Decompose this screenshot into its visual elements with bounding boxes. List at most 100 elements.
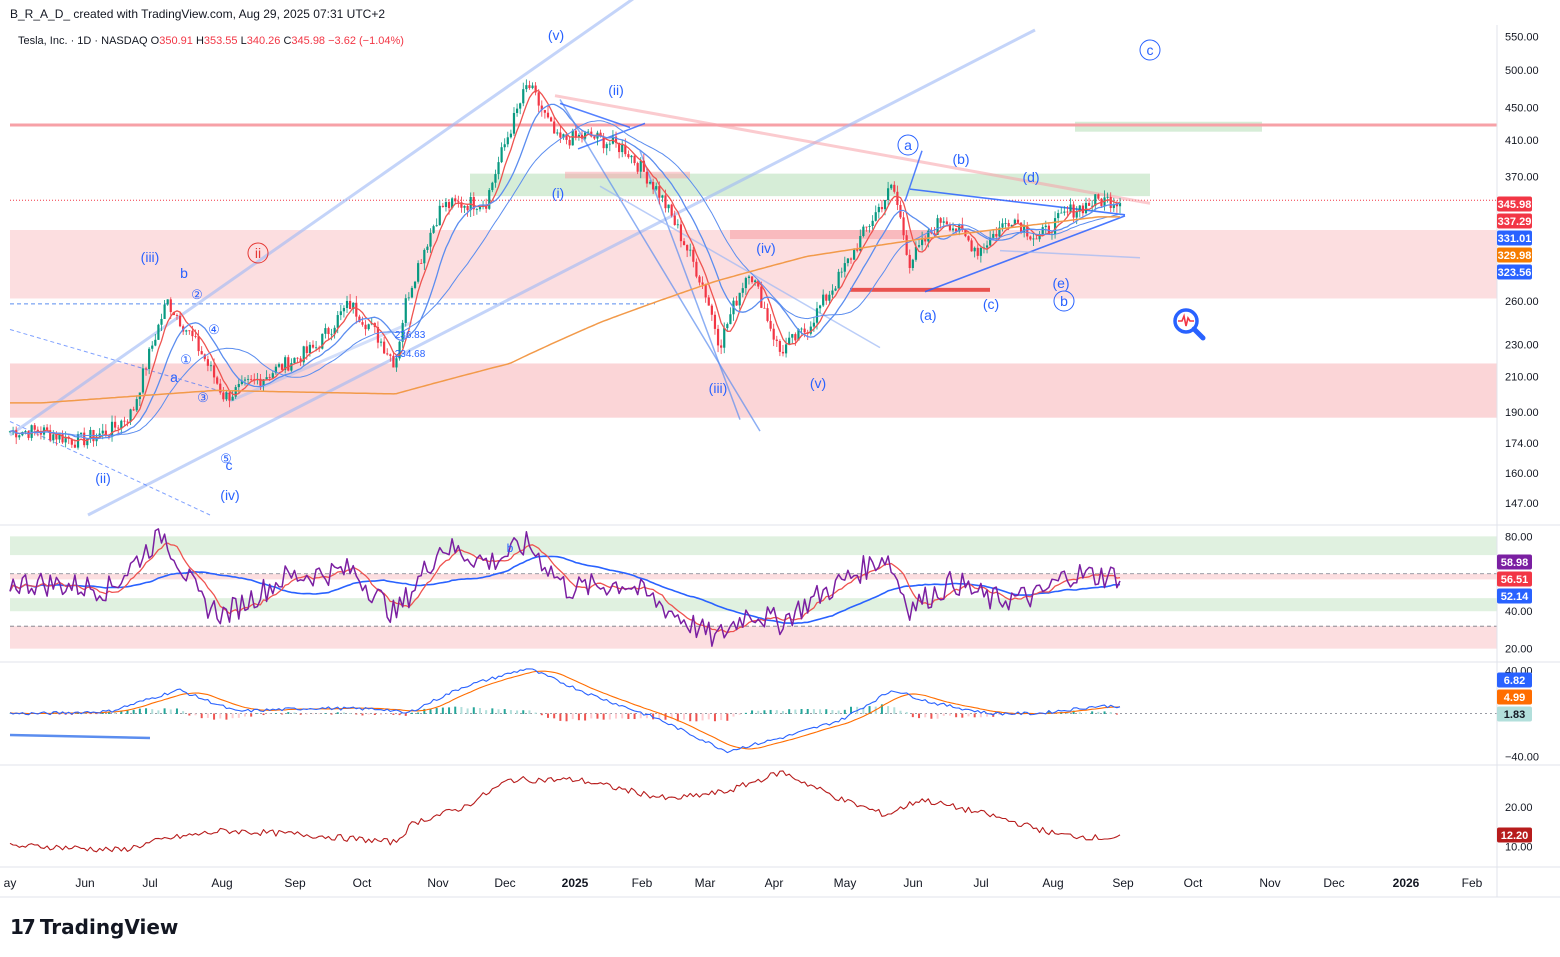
candle-body [825, 294, 828, 301]
candle-body [18, 435, 21, 438]
triangle-lower [924, 215, 1126, 293]
candle-body [110, 421, 114, 437]
macd-histogram-bar [670, 713, 673, 720]
macd-histogram-bar [243, 713, 246, 717]
candle-body [290, 363, 293, 371]
candle-body [1069, 204, 1072, 212]
macd-histogram-bar [361, 713, 364, 716]
candle-body [812, 322, 815, 327]
macd-histogram-bar [788, 709, 791, 714]
candle-body [151, 345, 154, 349]
support-line [599, 185, 881, 349]
macd-histogram-bar [491, 708, 494, 714]
macd-histogram-bar [738, 713, 741, 715]
candle-body [614, 136, 618, 143]
macd-histogram-bar [312, 713, 315, 715]
wave-label: ④ [208, 322, 220, 337]
candle-body [880, 207, 884, 210]
candle-body [704, 284, 707, 298]
macd-histogram-bar [423, 708, 426, 714]
candle-body [423, 249, 426, 264]
candle-body [803, 328, 806, 333]
candle-body [828, 294, 831, 301]
candle-body [627, 154, 630, 158]
candle-body [877, 207, 880, 213]
candle-body [463, 205, 466, 208]
candle-body [280, 364, 284, 370]
symbol-legend: Tesla, Inc. · 1D · NASDAQ O350.91 H353.5… [18, 35, 404, 47]
macd-histogram-bar [83, 712, 86, 714]
zones-layer [10, 121, 1497, 418]
candle-body [185, 330, 188, 332]
candle-body [1053, 218, 1057, 235]
candle-body [1041, 227, 1044, 235]
macd-histogram-bar [1091, 711, 1094, 714]
macd-histogram-bar [924, 713, 927, 718]
macd-histogram-bar [404, 713, 407, 716]
macd-histogram-bar [998, 713, 1001, 715]
candle-body [389, 354, 392, 356]
candle-body [973, 247, 976, 252]
macd-histogram-bar [1109, 711, 1112, 714]
candle-body [15, 430, 18, 438]
candle-body [778, 340, 781, 352]
macd-histogram-bar [948, 713, 951, 716]
macd-histogram-bar [454, 706, 457, 714]
wave-ii-line [559, 102, 631, 129]
macd-histogram-bar [386, 713, 389, 715]
candle-body [729, 314, 732, 325]
time-axis-label: Jun [903, 876, 922, 890]
candle-body [89, 429, 92, 440]
macd-histogram-bar [936, 713, 939, 719]
time-axis-label: Oct [353, 876, 372, 890]
candle-body [577, 134, 581, 137]
candle-body [178, 315, 182, 327]
candle-body [874, 212, 877, 221]
candle-body [791, 334, 794, 338]
candle-body [1106, 196, 1109, 198]
macd-histogram-bar [330, 713, 333, 715]
wave-label: (v) [548, 27, 564, 43]
candle-body [509, 133, 512, 138]
candle-body [682, 241, 686, 246]
price-axis-label: 174.00 [1505, 438, 1539, 450]
macd-histogram-bar [918, 713, 921, 719]
price-axis-label: 20.00 [1505, 802, 1533, 814]
macd-histogram-bar [683, 713, 686, 720]
candle-body [593, 136, 596, 139]
candle-body [531, 85, 534, 89]
candle-body [175, 315, 179, 316]
candle-body [417, 263, 420, 282]
candle-body [188, 330, 191, 332]
macd-histogram-bar [497, 709, 500, 714]
tradingview-brand[interactable]: 17 TradingView [10, 915, 178, 939]
macd-histogram-bar [763, 710, 766, 714]
price-pane: (iii) (ii) (iv) (v) (ii) (i) (iv) (iii) (v) (a) (b… [8, 27, 1161, 503]
candle-body [967, 236, 970, 241]
candle-body [358, 316, 361, 323]
candle-body [621, 144, 624, 153]
main-price-tag: 345.98 [1498, 199, 1532, 211]
zoom-icon[interactable] [1171, 306, 1207, 344]
macd-histogram-bar [206, 713, 209, 718]
candle-body [191, 330, 194, 337]
candle-body [924, 238, 927, 242]
candle-body [549, 117, 553, 122]
candle-body [747, 276, 751, 279]
candle-body [1094, 194, 1097, 206]
candle-body [33, 425, 36, 430]
tradingview-logo-icon: 17 [10, 915, 36, 939]
macd-histogram-bar [188, 713, 191, 716]
candle-body [80, 432, 83, 435]
candle-body [345, 300, 349, 309]
candle-body [822, 294, 825, 306]
macd-histogram-bar [95, 713, 98, 715]
candle-body [639, 160, 642, 172]
wave-label: b [1060, 293, 1068, 309]
symbol-name[interactable]: Tesla, Inc. · 1D · NASDAQ [18, 35, 148, 47]
candle-body [250, 378, 253, 380]
price-axis-label: 550.00 [1505, 31, 1539, 43]
wave-label: c [1147, 42, 1154, 58]
wave-label: (iv) [220, 487, 239, 503]
